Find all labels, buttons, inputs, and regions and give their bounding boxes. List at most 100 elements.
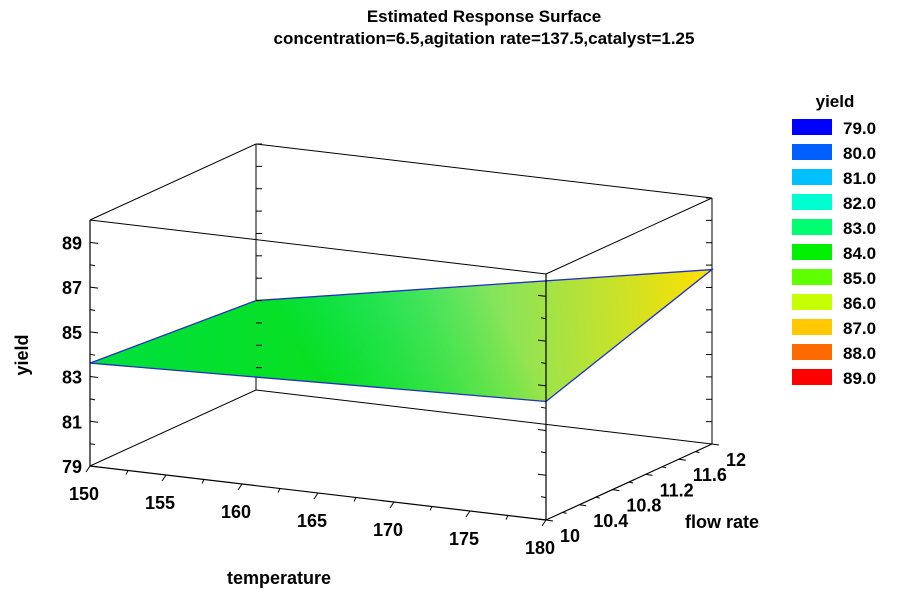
legend-swatch	[792, 194, 832, 210]
y-minor-tick	[628, 481, 634, 484]
legend-swatch	[792, 219, 832, 235]
surface-fill-blend	[90, 269, 712, 402]
response-surface	[89, 268, 715, 403]
chart-title: Estimated Response Surface	[367, 7, 601, 26]
z-tick-label: 79	[62, 457, 82, 477]
legend-label: 89.0	[843, 369, 876, 388]
legend-label: 85.0	[843, 269, 876, 288]
y-tick	[612, 489, 620, 492]
z-tick	[89, 465, 99, 468]
z-tick-label: 85	[62, 323, 82, 343]
legend-swatch	[792, 319, 832, 335]
box-edge	[89, 143, 257, 221]
legend-label: 82.0	[843, 194, 876, 213]
x-minor-tick	[505, 515, 509, 520]
z-tick	[89, 420, 99, 423]
z-minor-tick	[89, 443, 96, 446]
x-tick	[465, 510, 471, 518]
y-axis-label: flow rate	[685, 512, 759, 532]
z-tick	[89, 286, 99, 289]
x-minor-tick	[201, 479, 205, 484]
legend-swatch	[792, 344, 832, 360]
x-tick-label: 165	[297, 511, 327, 531]
y-tick-label: 11.2	[660, 480, 694, 500]
x-axis-label: temperature	[227, 568, 331, 588]
y-tick-label: 10.4	[593, 511, 628, 531]
y-tick	[678, 458, 686, 461]
z-tick-right	[537, 339, 547, 342]
z-tick-right	[537, 384, 547, 387]
z-minor-tick	[89, 264, 96, 267]
x-tick	[85, 465, 91, 473]
z-tick-label: 81	[62, 412, 82, 432]
z-minor-tick-right	[540, 406, 547, 409]
legend-label: 86.0	[843, 294, 876, 313]
z-minor-tick-right	[540, 361, 547, 364]
legend-swatch	[792, 169, 832, 185]
z-tick-label: 87	[62, 278, 82, 298]
legend-label: 79.0	[843, 119, 876, 138]
y-tick-label: 10	[560, 526, 580, 546]
legend-swatch	[792, 144, 832, 160]
x-tick-label: 155	[145, 493, 175, 513]
x-tick	[389, 501, 395, 509]
y-tick-label: 11.6	[693, 465, 727, 485]
legend-label: 84.0	[843, 244, 876, 263]
box-edge	[89, 219, 547, 275]
x-tick	[161, 474, 167, 482]
z-tick	[89, 331, 99, 334]
z-axis-label: yield	[12, 334, 32, 375]
z-minor-tick	[89, 308, 96, 311]
x-tick	[541, 519, 547, 527]
y-minor-tick	[595, 496, 600, 499]
x-tick-label: 170	[373, 520, 403, 540]
surface-edge	[89, 268, 715, 403]
y-tick	[645, 473, 653, 476]
z-tick-right	[537, 518, 547, 521]
x-minor-tick	[277, 488, 281, 493]
y-tick	[545, 519, 554, 522]
x-tick	[313, 492, 319, 500]
x-minor-tick	[353, 497, 357, 502]
legend-swatch	[792, 269, 832, 285]
z-tick-right	[537, 429, 547, 432]
axis-box-back	[89, 143, 713, 467]
box-edge	[545, 197, 713, 275]
z-tick-label: 83	[62, 368, 82, 388]
legend-swatch	[792, 119, 832, 135]
z-minor-tick	[89, 353, 96, 356]
box-edge	[255, 389, 713, 445]
x-tick	[237, 483, 243, 491]
box-edge	[89, 389, 257, 467]
z-tick	[89, 241, 99, 244]
x-tick-label: 180	[525, 538, 555, 558]
z-tick-label: 89	[62, 233, 82, 253]
z-minor-tick-right	[540, 451, 547, 454]
legend-label: 80.0	[843, 144, 876, 163]
legend-label: 88.0	[843, 344, 876, 363]
z-minor-tick	[89, 398, 96, 401]
box-edge	[255, 143, 713, 199]
y-tick	[711, 443, 720, 446]
z-tick-right	[537, 473, 547, 476]
legend-title: yield	[816, 92, 855, 111]
z-tick-right	[537, 294, 547, 297]
legend-swatch	[792, 369, 832, 385]
legend-label: 83.0	[843, 219, 876, 238]
z-tick	[89, 376, 99, 379]
y-tick-label: 10.8	[626, 496, 661, 516]
y-tick	[579, 504, 587, 507]
legend-label: 81.0	[843, 169, 876, 188]
legend-swatch	[792, 244, 832, 260]
x-tick-label: 175	[449, 529, 479, 549]
x-minor-tick	[429, 506, 433, 511]
y-minor-tick	[695, 451, 700, 454]
x-tick-label: 160	[221, 502, 251, 522]
legend: yield 79.0 80.0 81.0 82.0 83.0 84.0 85.0 86.0 87…	[792, 92, 876, 388]
legend-label: 87.0	[843, 319, 876, 338]
legend-swatch	[792, 294, 832, 310]
y-minor-tick	[562, 511, 567, 514]
chart-subtitle: concentration=6.5,agitation rate=137.5,c…	[274, 29, 695, 48]
